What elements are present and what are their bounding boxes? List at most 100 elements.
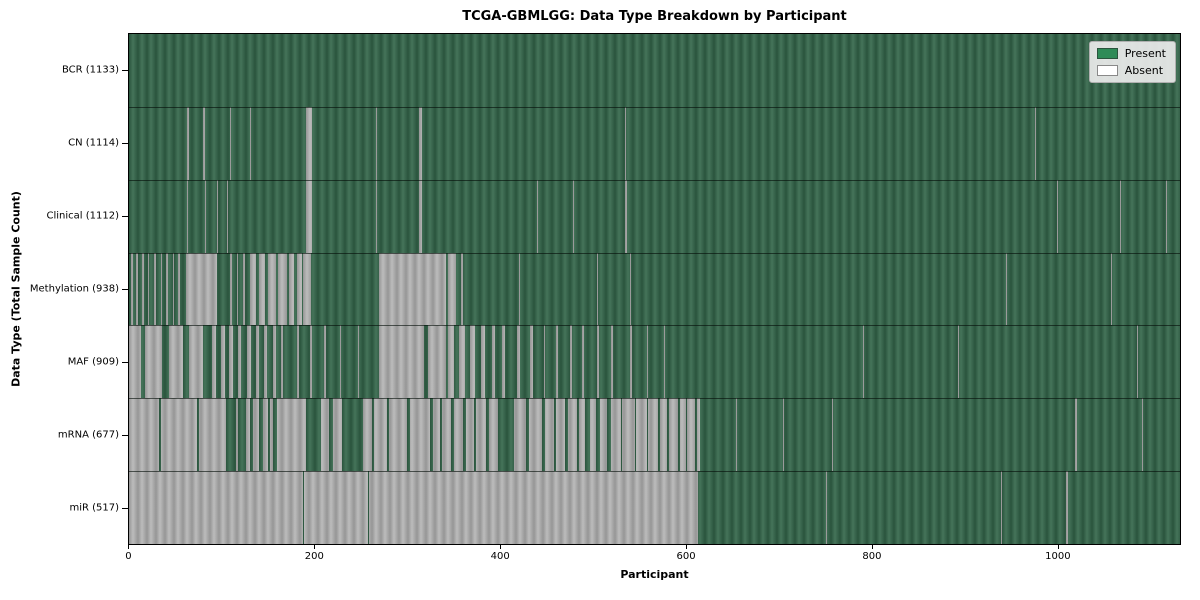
absent-run	[306, 179, 312, 253]
y-tick-mark	[122, 142, 128, 144]
y-tick-mark	[122, 435, 128, 437]
absent-run	[281, 325, 283, 399]
legend: Present Absent	[1088, 41, 1176, 83]
present-run	[657, 398, 660, 472]
absent-run	[782, 398, 784, 472]
absent-run	[685, 325, 687, 399]
absent-run	[629, 252, 631, 326]
absent-run	[144, 325, 163, 399]
present-run	[606, 398, 612, 472]
absent-run	[1111, 252, 1113, 326]
absent-run	[303, 252, 311, 326]
x-tick-mark	[686, 545, 688, 549]
x-tick-mark	[871, 545, 873, 549]
present-run	[585, 398, 591, 472]
chart-title: TCGA-GBMLGG: Data Type Breakdown by Part…	[462, 9, 847, 24]
absent-run	[448, 252, 456, 326]
present-run	[667, 398, 669, 472]
row-separator	[129, 398, 1180, 400]
absent-run	[459, 325, 465, 399]
heatmap-row-mrna	[129, 398, 1180, 472]
absent-run	[379, 325, 424, 399]
absent-run	[569, 325, 573, 399]
legend-item-absent: Absent	[1096, 64, 1166, 77]
present-run	[226, 398, 236, 472]
absent-run	[573, 179, 575, 253]
absent-run	[832, 398, 834, 472]
absent-run	[185, 252, 218, 326]
legend-label-present: Present	[1124, 47, 1166, 60]
absent-run	[178, 252, 180, 326]
present-run	[620, 398, 623, 472]
absent-run	[1137, 325, 1139, 399]
absent-run	[1035, 106, 1037, 180]
absent-run	[1108, 106, 1110, 180]
present-run	[268, 398, 270, 472]
y-tick-label: mRNA (677)	[57, 429, 119, 441]
y-tick-mark	[122, 215, 128, 217]
absent-run	[147, 252, 150, 326]
row-separator	[129, 471, 1180, 473]
x-tick-mark	[314, 545, 316, 549]
row-separator	[129, 179, 1180, 181]
x-tick-label: 200	[304, 551, 324, 562]
absent-run	[246, 325, 251, 399]
absent-run	[419, 106, 423, 180]
absent-run	[187, 179, 189, 253]
present-run	[498, 398, 514, 472]
absent-run	[1056, 179, 1058, 253]
absent-run	[735, 398, 737, 472]
absent-run	[516, 325, 520, 399]
x-axis-label: Participant	[620, 568, 689, 581]
absent-run	[358, 325, 360, 399]
absent-run	[862, 325, 864, 399]
absent-run	[227, 179, 229, 253]
absent-run	[141, 252, 144, 326]
present-run	[386, 398, 389, 472]
absent-run	[278, 252, 287, 326]
legend-label-absent: Absent	[1124, 64, 1164, 77]
row-separator	[129, 106, 1180, 108]
absent-run	[448, 325, 454, 399]
absent-run	[236, 252, 239, 326]
present-run	[158, 398, 161, 472]
x-tick-label: 400	[490, 551, 510, 562]
present-run	[577, 398, 579, 472]
absent-run	[220, 325, 225, 399]
present-run	[634, 398, 637, 472]
absent-run	[597, 252, 599, 326]
present-run	[249, 398, 254, 472]
absent-run	[243, 252, 245, 326]
absent-run	[581, 325, 584, 399]
absent-run	[470, 325, 475, 399]
absent-run	[296, 325, 299, 399]
y-tick-mark	[122, 362, 128, 364]
heatmap-row-mir	[129, 471, 1180, 544]
absent-run	[323, 325, 326, 399]
plot-area: Present Absent	[128, 33, 1181, 545]
absent-run	[289, 252, 295, 326]
present-run	[553, 398, 556, 472]
absent-run	[625, 106, 627, 180]
present-run	[685, 398, 688, 472]
x-tick-label: 800	[862, 551, 882, 562]
absent-run	[1141, 398, 1143, 472]
present-run	[541, 398, 545, 472]
absent-run	[172, 252, 175, 326]
absent-run	[272, 325, 276, 399]
heatmap-row-maf	[129, 325, 1180, 399]
absent-run	[375, 106, 377, 180]
present-run	[694, 398, 697, 472]
present-run	[303, 471, 305, 544]
absent-run	[258, 252, 266, 326]
absent-run	[518, 252, 520, 326]
absent-run	[427, 325, 447, 399]
absent-run	[256, 325, 259, 399]
absent-run	[1119, 179, 1121, 253]
absent-run	[629, 325, 632, 399]
absent-run	[968, 398, 970, 472]
y-tick-label: MAF (909)	[67, 356, 119, 368]
absent-run	[1000, 471, 1002, 544]
absent-run	[775, 471, 777, 544]
absent-run	[168, 325, 183, 399]
